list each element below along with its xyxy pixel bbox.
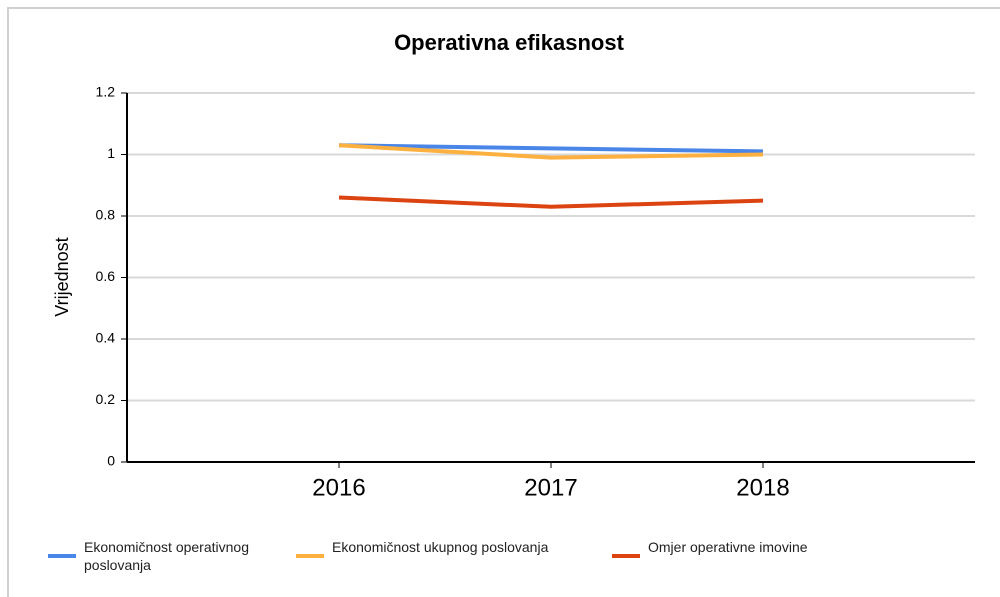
legend-item: Omjer operativne imovine <box>612 538 912 558</box>
x-tick-label: 2018 <box>736 474 789 501</box>
y-axis-title: Vrijednost <box>52 237 72 316</box>
legend-label: Omjer operativne imovine <box>648 539 808 555</box>
legend-swatch <box>296 554 324 558</box>
legend-swatch <box>48 554 76 558</box>
y-tick-label: 0 <box>107 453 115 469</box>
y-tick-label: 0.6 <box>96 268 116 284</box>
legend-label: Ekonomičnost operativnog poslovanja <box>84 539 249 573</box>
y-tick-label: 0.4 <box>96 330 116 346</box>
legend-label: Ekonomičnost ukupnog poslovanja <box>332 539 549 555</box>
x-tick-label: 2016 <box>312 474 365 501</box>
x-tick-label: 2017 <box>524 474 577 501</box>
legend-item: Ekonomičnost ukupnog poslovanja <box>296 538 596 558</box>
legend-item: Ekonomičnost operativnog poslovanja <box>48 538 288 574</box>
y-tick-label: 0.8 <box>96 207 116 223</box>
y-tick-label: 1.2 <box>96 84 116 100</box>
y-tick-label: 0.2 <box>96 391 116 407</box>
series-line <box>338 143 764 160</box>
legend-swatch <box>612 554 640 558</box>
series-line <box>338 195 764 209</box>
frame <box>7 7 1000 597</box>
chart-title: Operativna efikasnost <box>394 30 625 55</box>
y-tick-label: 1 <box>107 145 115 161</box>
series-line <box>338 143 764 154</box>
